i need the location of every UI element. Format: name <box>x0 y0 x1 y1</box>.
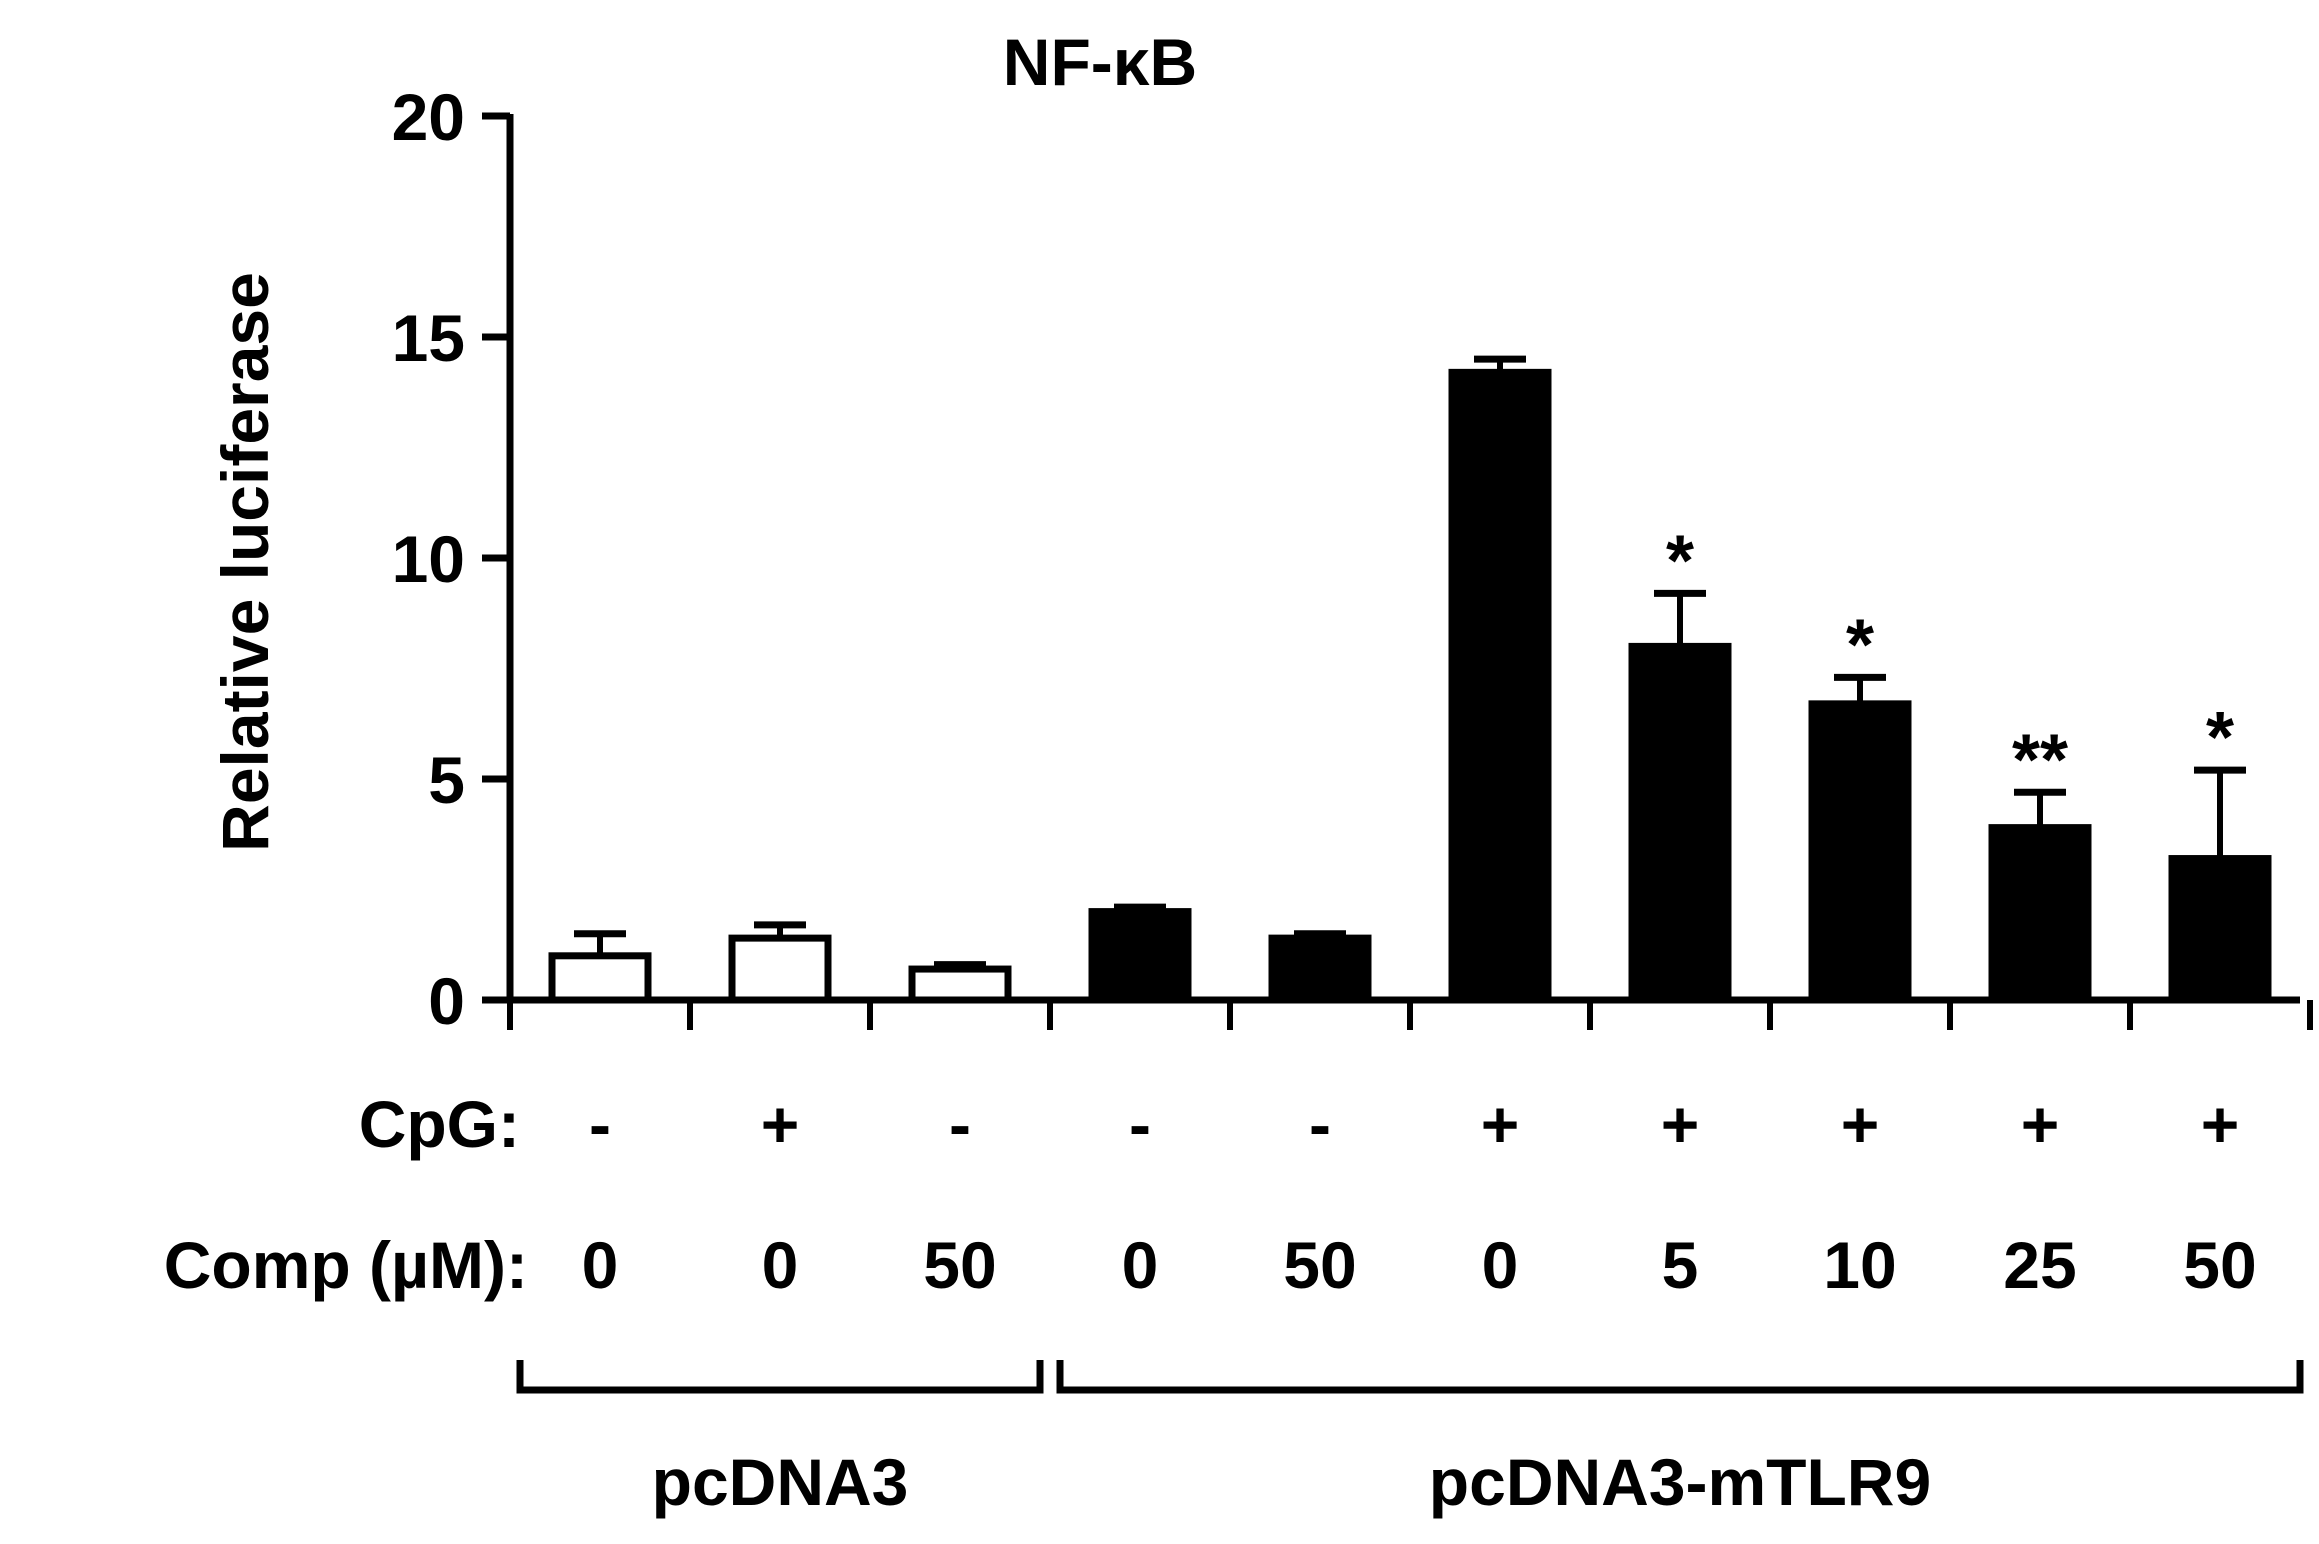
comp-value: 25 <box>2003 1228 2076 1302</box>
group-bracket <box>516 1360 1044 1394</box>
comp-value: 5 <box>1662 1228 1699 1302</box>
y-tick-label: 10 <box>392 522 465 596</box>
bar <box>548 952 652 1004</box>
chart-title: NF-κB <box>1003 25 1197 99</box>
y-tick-label: 0 <box>428 964 465 1038</box>
significance-marker: * <box>1846 605 1874 685</box>
bar <box>728 934 832 1004</box>
cpg-value: + <box>2201 1087 2240 1161</box>
bar <box>2168 855 2272 1004</box>
cpg-value: - <box>589 1087 611 1161</box>
group-brackets: pcDNA3 pcDNA3-mTLR9 <box>516 1360 2304 1519</box>
comp-value: 50 <box>923 1228 996 1302</box>
condition-values: - 0 +0 - 50 - 0 - 50 +0 +5 +10 +25 +50 <box>582 1087 2257 1302</box>
comp-value: 0 <box>1482 1228 1519 1302</box>
y-axis-label: Relative luciferase <box>208 272 282 852</box>
group-bracket <box>1056 1360 2304 1394</box>
bar <box>908 965 1012 1004</box>
bar <box>1988 824 2092 1004</box>
comp-value: 0 <box>582 1228 619 1302</box>
group-label: pcDNA3 <box>652 1445 909 1519</box>
x-ticks <box>507 1000 2313 1030</box>
bars: **** * <box>548 355 2272 1004</box>
y-tick-label: 15 <box>392 301 465 375</box>
comp-value: 0 <box>1122 1228 1159 1302</box>
bar <box>1808 700 1912 1004</box>
comp-value: 50 <box>2183 1228 2256 1302</box>
cpg-value: + <box>1661 1087 1700 1161</box>
cpg-value: + <box>1841 1087 1880 1161</box>
y-tick-label: 20 <box>392 80 465 154</box>
cpg-row-label: CpG: <box>359 1087 520 1161</box>
significance-marker: * <box>1666 521 1694 601</box>
bar <box>1628 642 1732 1004</box>
y-tick-label: 5 <box>428 743 465 817</box>
cpg-value: + <box>761 1087 800 1161</box>
comp-value: 10 <box>1823 1228 1896 1302</box>
comp-row-label: Comp (µM): <box>164 1228 528 1302</box>
cpg-value: + <box>1481 1087 1520 1161</box>
bar <box>1268 934 1372 1004</box>
cpg-value: - <box>1309 1087 1331 1161</box>
cpg-value: - <box>949 1087 971 1161</box>
cpg-value: + <box>2021 1087 2060 1161</box>
significance-marker: * <box>2206 698 2234 778</box>
cpg-value: - <box>1129 1087 1151 1161</box>
group-label: pcDNA3-mTLR9 <box>1429 1445 1931 1519</box>
bar <box>1088 908 1192 1004</box>
bar <box>1448 368 1552 1004</box>
comp-value: 0 <box>762 1228 799 1302</box>
y-ticks: 0 5 10 15 20 <box>392 80 510 1038</box>
comp-value: 50 <box>1283 1228 1356 1302</box>
significance-marker: ** <box>2012 720 2068 800</box>
